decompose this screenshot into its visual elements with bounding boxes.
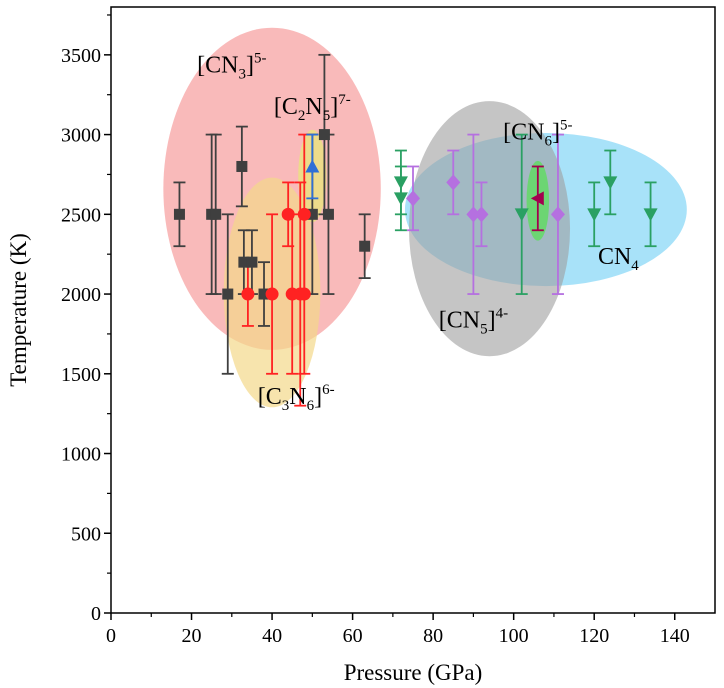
y-tick-label: 3500 [61, 45, 101, 67]
region-label-part: 7- [338, 92, 351, 108]
y-tick-label: 2500 [61, 204, 101, 226]
y-tick-label: 500 [71, 523, 101, 545]
data-point-0-6 [246, 256, 258, 268]
data-point-0-2 [210, 208, 222, 220]
region-ellipse-4 [408, 101, 571, 357]
data-point-0-0 [173, 208, 185, 220]
data-point-4-1 [446, 174, 461, 191]
data-point-4-0 [406, 190, 420, 207]
data-point-4-4 [550, 206, 565, 223]
data-point-0-11 [359, 240, 371, 252]
y-tick-label: 0 [91, 603, 101, 625]
region-label-part: 6- [322, 382, 335, 398]
data-point-1-1 [265, 287, 279, 301]
data-point-3-0 [393, 176, 408, 190]
x-tick-label: 120 [579, 625, 609, 647]
region-label-0: [CN3]5- [197, 50, 266, 82]
data-point-0-8 [306, 208, 318, 220]
region-label-part: 6 [544, 133, 552, 149]
x-tick-label: 0 [106, 625, 116, 647]
y-tick-label: 2000 [61, 284, 101, 306]
region-label-3: CN4 [598, 244, 639, 274]
data-point-0-10 [322, 208, 334, 220]
region-labels-layer: [CN3]5-[C3N6]6-[C2N5]7-CN4[CN5]4-[CN6]5- [197, 50, 639, 414]
data-point-4-2 [466, 206, 481, 223]
data-point-3-4 [603, 176, 618, 190]
x-tick-label: 80 [423, 625, 443, 647]
axes-layer: 0 20 40 60 80 100 120 140 0 500 1000 1500 2000 2500 30… [61, 6, 716, 647]
region-label-part: N [305, 94, 322, 120]
data-point-3-1 [393, 192, 408, 206]
x-tick-label: 20 [182, 625, 202, 647]
data-point-0-3 [222, 288, 234, 300]
region-label-part: 2 [298, 108, 306, 124]
region-label-part: N [289, 384, 306, 410]
y-axis-title: Temperature (K) [6, 233, 31, 387]
region-label-part: [CN [197, 52, 238, 78]
data-point-1-5 [297, 207, 311, 221]
data-point-1-0 [241, 287, 255, 301]
x-tick-label: 40 [262, 625, 282, 647]
x-tick-label: 100 [499, 625, 529, 647]
data-point-2-0 [305, 159, 320, 173]
region-label-part: [C [274, 94, 298, 120]
y-tick-label: 1500 [61, 364, 101, 386]
region-label-part: 5- [560, 117, 573, 133]
y-tick-label: 3000 [61, 125, 101, 147]
region-label-part: 3 [238, 66, 246, 82]
region-label-part: 5 [480, 322, 488, 338]
region-label-part: 6 [307, 398, 315, 414]
data-point-3-3 [587, 208, 602, 222]
data-point-4-3 [474, 206, 489, 223]
region-label-part: ] [552, 119, 560, 145]
region-label-2: [C2N5]7- [274, 92, 351, 124]
data-point-0-5 [238, 256, 250, 268]
region-label-part: 5 [323, 108, 331, 124]
region-label-part: ] [330, 94, 338, 120]
data-point-0-9 [318, 129, 330, 141]
region-label-5: [CN6]5- [503, 117, 572, 149]
region-label-part: 4- [496, 306, 509, 322]
plot-frame [110, 6, 716, 614]
data-point-3-5 [643, 208, 658, 222]
data-point-1-2 [281, 207, 295, 221]
region-label-1: [C3N6]6- [258, 382, 335, 414]
region-label-part: ] [314, 384, 322, 410]
x-tick-label: 140 [660, 625, 690, 647]
markers-layer [173, 129, 658, 301]
region-label-part: [CN [503, 119, 544, 145]
region-label-4: [CN5]4- [439, 306, 508, 338]
x-tick-label: 60 [343, 625, 363, 647]
region-label-part: [C [258, 384, 282, 410]
region-label-part: ] [246, 52, 254, 78]
data-point-0-4 [236, 160, 248, 172]
data-point-5-0 [530, 191, 544, 206]
region-label-part: 3 [282, 398, 290, 414]
region-label-part: CN [598, 244, 631, 270]
region-label-part: 5- [254, 50, 266, 66]
region-label-part: [CN [439, 308, 480, 334]
x-axis-title: Pressure (GPa) [344, 660, 483, 685]
region-label-part: 4 [631, 258, 639, 274]
data-point-1-6 [297, 287, 311, 301]
data-point-3-2 [514, 208, 529, 222]
regions-layer [163, 27, 687, 408]
region-label-part: ] [488, 308, 496, 334]
y-tick-label: 1000 [61, 444, 101, 466]
data-point-0-7 [258, 288, 270, 300]
